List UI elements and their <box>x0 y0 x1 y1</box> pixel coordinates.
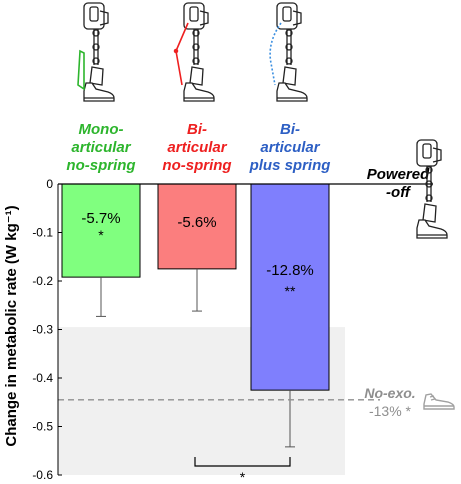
y-tick-label-4: -0.4 <box>32 371 53 385</box>
bar-value-label-1: -5.6% <box>177 214 216 231</box>
comparison-bracket <box>194 457 291 467</box>
exo-icon-mono-articular <box>77 2 115 102</box>
condition-label-2-line-0: Bi- <box>280 121 300 138</box>
significance-0: * <box>98 227 104 243</box>
y-tick-label-5: -0.5 <box>32 420 53 434</box>
bar-value-label-0: -5.7% <box>81 210 120 227</box>
y-axis-label: Change in metabolic rate (W kg⁻¹) <box>3 205 20 446</box>
y-tick-label-2: -0.2 <box>32 274 53 288</box>
significance-2: ** <box>285 283 296 299</box>
condition-label-1-line-1: articular <box>167 139 227 156</box>
condition-label-2-line-2: plus spring <box>249 157 331 174</box>
exo-icon-powered-off <box>416 139 448 239</box>
exo-icon-bi-articular <box>173 2 215 102</box>
condition-label-0-line-2: no-spring <box>66 157 135 174</box>
no-exo-title: No-exo. <box>364 385 415 401</box>
y-tick-label-3: -0.3 <box>32 323 53 337</box>
y-tick-label-0: 0 <box>46 177 53 191</box>
no-exo-value-label: -13% * <box>369 403 412 419</box>
condition-label-0-line-0: Mono- <box>79 121 124 138</box>
y-tick-label-6: -0.6 <box>32 468 53 482</box>
exoskeleton-illustrations <box>77 2 448 239</box>
condition-label-1: Bi- articular no-spring <box>162 121 231 174</box>
comparison-significance: * <box>240 469 246 484</box>
condition-label-0-line-1: articular <box>71 139 131 156</box>
bar-2 <box>250 183 330 391</box>
condition-label-1-line-0: Bi- <box>187 121 207 138</box>
condition-label-2: Bi- articular plus spring <box>249 121 331 174</box>
exo-icon-bi-articular-spring <box>269 2 308 102</box>
condition-label-1-line-2: no-spring <box>162 157 231 174</box>
condition-label-2-line-1: articular <box>260 139 320 156</box>
shoe-icon <box>423 393 455 410</box>
y-tick-label-1: -0.1 <box>32 226 53 240</box>
powered-off-label-line-1: -off <box>386 184 412 201</box>
bar-value-label-2: -12.8% <box>266 262 314 279</box>
condition-label-0: Mono- articular no-spring <box>66 121 135 174</box>
powered-off-label-line-0: Powered <box>367 166 430 183</box>
bar-0 <box>61 183 141 278</box>
